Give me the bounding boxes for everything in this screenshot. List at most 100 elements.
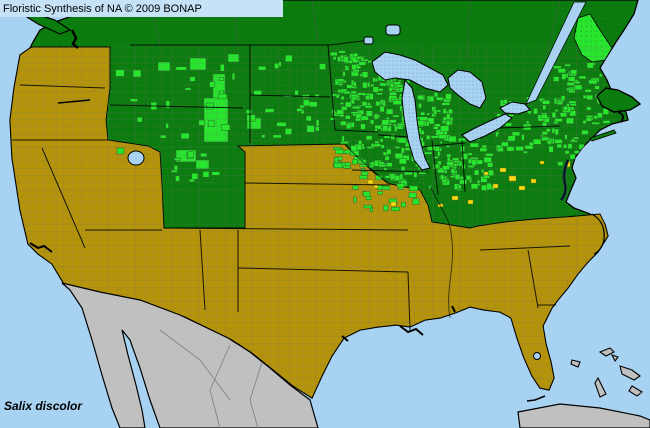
mississippi-delta	[399, 325, 424, 336]
county-mark	[433, 109, 438, 115]
county-mark	[173, 165, 178, 171]
county-mark	[445, 120, 451, 126]
county-mark	[175, 66, 187, 71]
county-mark	[336, 109, 344, 115]
county-mark	[401, 202, 406, 208]
county-mark	[175, 175, 180, 182]
county-mark	[497, 147, 504, 152]
county-mark	[337, 78, 345, 83]
county-mark	[551, 127, 556, 134]
county-mark	[285, 54, 293, 62]
county-mark	[115, 69, 125, 77]
county-mark	[383, 204, 389, 212]
county-mark	[474, 169, 480, 176]
county-mark	[426, 134, 431, 140]
county-mark	[376, 92, 383, 96]
water-detail	[26, 11, 642, 402]
county-mark	[556, 99, 564, 103]
county-mark	[564, 150, 570, 155]
county-mark	[446, 145, 450, 148]
county-mark	[542, 100, 551, 105]
county-mark	[449, 175, 456, 179]
county-mark	[342, 71, 346, 77]
county-mark	[272, 134, 282, 139]
county-mark	[559, 112, 567, 118]
outer-banks	[591, 213, 605, 255]
county-mark	[394, 146, 400, 149]
county-mark	[378, 161, 385, 165]
county-mark	[333, 147, 342, 150]
county-mark	[571, 138, 575, 143]
county-mark	[358, 61, 367, 66]
county-mark	[380, 144, 385, 149]
county-mark	[523, 150, 528, 154]
county-mark	[526, 120, 530, 124]
county-mark	[426, 145, 436, 151]
county-mark	[284, 128, 292, 135]
county-mark	[467, 165, 475, 168]
county-mark	[488, 169, 494, 176]
county-mark	[372, 77, 376, 83]
county-mark	[389, 173, 396, 180]
county-mark	[459, 179, 468, 185]
county-mark	[475, 159, 483, 165]
county-mark	[303, 99, 310, 107]
county-mark	[389, 119, 397, 124]
county-mark	[245, 109, 253, 115]
county-mark	[553, 76, 560, 82]
county-mark	[314, 94, 320, 98]
county-mark	[554, 109, 559, 113]
county-mark	[160, 134, 167, 139]
county-mark	[278, 61, 282, 67]
county-mark	[346, 123, 352, 129]
county-mark	[384, 155, 390, 161]
county-mark	[379, 138, 384, 143]
county-mark	[546, 128, 551, 133]
county-mark	[359, 73, 363, 77]
county-mark	[440, 174, 445, 181]
county-mark	[315, 126, 320, 132]
county-mark	[446, 113, 451, 120]
county-mark	[367, 82, 371, 88]
county-mark	[180, 132, 190, 140]
county-mark	[446, 161, 454, 167]
county-mark	[343, 56, 349, 63]
county-mark	[420, 111, 426, 116]
county-mark	[389, 82, 394, 89]
county-mark	[345, 115, 351, 120]
county-mark	[552, 65, 562, 69]
county-mark	[355, 113, 362, 119]
county-mark	[384, 175, 391, 179]
county-mark	[483, 156, 492, 163]
map-title: Floristic Synthesis of NA © 2009 BONAP	[3, 2, 202, 15]
galveston-bay	[341, 335, 349, 342]
lake-superior	[371, 51, 449, 93]
county-mark	[381, 185, 391, 190]
county-mark	[365, 95, 370, 101]
county-mark	[466, 175, 471, 181]
county-mark	[481, 144, 487, 149]
county-mark	[299, 104, 305, 109]
county-mark	[391, 206, 400, 212]
chesapeake-outline	[560, 159, 569, 201]
county-mark	[361, 101, 368, 107]
county-mark	[367, 179, 374, 185]
county-mark	[483, 171, 489, 176]
county-mark	[363, 204, 373, 209]
county-mark	[350, 145, 358, 152]
county-mark	[418, 170, 427, 175]
county-mark	[136, 117, 143, 123]
county-mark	[343, 165, 351, 169]
county-mark	[276, 122, 287, 127]
county-mark	[565, 117, 574, 124]
county-mark	[504, 122, 512, 127]
sf-bay	[29, 242, 53, 253]
county-mark	[350, 111, 360, 115]
county-mark	[591, 121, 600, 125]
county-mark	[467, 152, 473, 156]
puget-sound	[70, 29, 79, 49]
county-mark	[379, 105, 385, 113]
county-mark	[524, 145, 534, 150]
mexico-state-lines	[159, 329, 263, 428]
county-mark	[382, 125, 389, 132]
